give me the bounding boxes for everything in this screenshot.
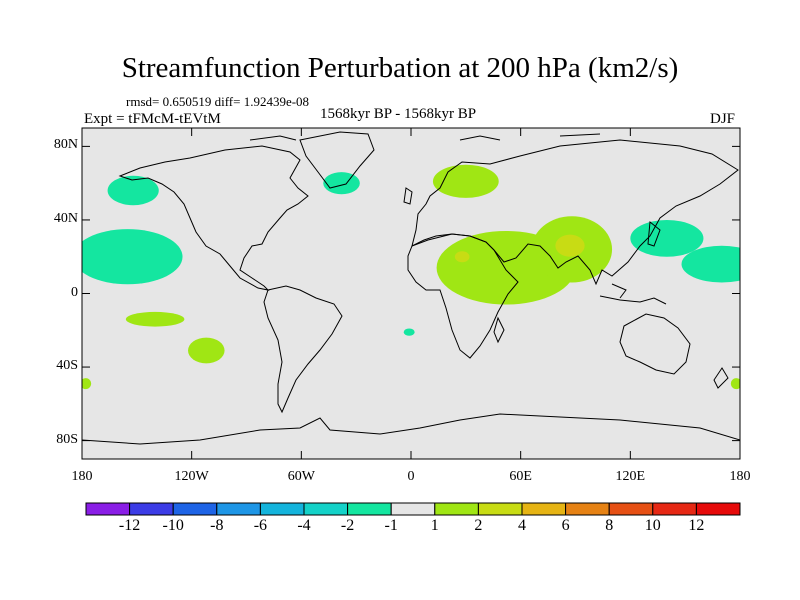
period-label: 1568kyr BP - 1568kyr BP xyxy=(320,106,477,122)
colorbar-swatch-2 xyxy=(172,502,218,516)
colorbar xyxy=(85,502,741,516)
colorbar-swatch-7 xyxy=(390,502,436,516)
anomaly-region-6 xyxy=(454,251,470,263)
x-tick-label: 0 xyxy=(407,469,415,484)
colorbar-swatch-13 xyxy=(652,502,697,516)
colorbar-swatch-8 xyxy=(434,502,479,516)
colorbar-label: -12 xyxy=(118,517,141,534)
x-tick-label: 120W xyxy=(174,469,209,484)
colorbar-label: 10 xyxy=(644,517,661,534)
colorbar-swatch-9 xyxy=(477,502,523,516)
colorbar-swatch-3 xyxy=(216,502,261,516)
y-tick-label: 80S xyxy=(56,431,78,447)
anomaly-region-0 xyxy=(107,175,159,206)
colorbar-swatch-12 xyxy=(608,502,654,516)
anomaly-region-13 xyxy=(403,328,415,336)
coastlines xyxy=(82,131,740,445)
anomaly-region-8 xyxy=(555,234,585,257)
anomaly-region-9 xyxy=(630,219,704,257)
anomaly-region-2 xyxy=(96,251,119,263)
anomaly-region-1 xyxy=(82,229,183,285)
colorbar-label: -10 xyxy=(162,517,184,534)
colorbar-label: -1 xyxy=(384,517,398,534)
colorbar-label: 2 xyxy=(474,517,483,534)
colorbar-label: -8 xyxy=(210,517,224,534)
anomaly-region-11 xyxy=(125,311,185,327)
colorbar-swatch-14 xyxy=(695,502,741,516)
y-tick-label: 80N xyxy=(53,137,78,153)
colorbar-label: 12 xyxy=(688,517,705,534)
colorbar-swatch-4 xyxy=(259,502,305,516)
y-tick-label: 40S xyxy=(56,358,78,374)
x-tick-label: 180 xyxy=(729,469,751,484)
x-tick-label: 120E xyxy=(615,469,646,484)
season-label: DJF xyxy=(710,111,736,127)
rmsd-diff-text: rmsd= 0.650519 diff= 1.92439e-08 xyxy=(126,94,310,109)
colorbar-swatch-5 xyxy=(303,502,349,516)
colorbar-label: -2 xyxy=(340,517,355,534)
axis-ticks xyxy=(81,128,741,459)
x-tick-label: 180 xyxy=(71,469,93,484)
x-tick-label: 60E xyxy=(509,469,532,484)
anomaly-region-10 xyxy=(681,245,740,283)
y-tick-label: 40N xyxy=(53,210,78,226)
colorbar-swatch-11 xyxy=(565,502,610,516)
colorbar-swatch-0 xyxy=(85,502,131,516)
y-tick-label: 0 xyxy=(71,284,78,300)
experiment-label: Expt = tFMcM-tEVtM xyxy=(84,111,221,127)
colorbar-label: 1 xyxy=(430,517,439,534)
anomaly-region-4 xyxy=(432,164,499,198)
anomaly-region-14 xyxy=(730,378,740,390)
anomaly-region-3 xyxy=(323,172,360,195)
colorbar-label: 4 xyxy=(518,517,526,534)
anomaly-layer xyxy=(82,164,740,390)
colorbar-label: -6 xyxy=(253,517,268,534)
colorbar-label: 8 xyxy=(605,517,614,534)
anomaly-region-15 xyxy=(82,378,92,390)
x-tick-label: 60W xyxy=(287,469,315,484)
colorbar-swatch-10 xyxy=(521,502,567,516)
colorbar-label: -4 xyxy=(297,517,311,534)
colorbar-swatch-1 xyxy=(129,502,174,516)
colorbar-label: 6 xyxy=(561,517,570,534)
colorbar-swatch-6 xyxy=(347,502,392,516)
map-background xyxy=(82,128,740,459)
anomaly-region-12 xyxy=(188,337,225,364)
chart-title: Streamfunction Perturbation at 200 hPa (… xyxy=(121,52,679,84)
